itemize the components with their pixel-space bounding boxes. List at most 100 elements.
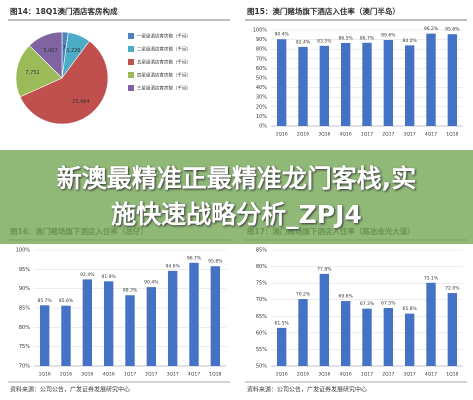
legend-label: 三星级酒店客房数（千间）: [137, 85, 191, 92]
x-tick-label: 4Q16: [103, 372, 115, 378]
value-label: 67.3%: [360, 301, 375, 307]
value-label: 85.7%: [38, 298, 53, 304]
y-tick-label: 55%: [256, 347, 267, 353]
source: 资料来源：公司公告，广发证券发展研究中心: [10, 386, 130, 394]
x-tick-label: 1Q16: [39, 372, 51, 378]
x-tick-label: 1Q16: [276, 132, 288, 138]
chart-title: 图15：澳门赌场旗下酒店入住率（澳门半岛）: [247, 6, 400, 16]
x-tick-label: 3Q17: [404, 372, 416, 378]
y-tick-label: 0%: [259, 124, 267, 130]
legend-swatch: [128, 46, 134, 52]
x-tick-label: 1Q17: [361, 372, 373, 378]
y-tick-label: 75%: [19, 344, 30, 350]
legend-swatch: [128, 59, 134, 65]
bar: [210, 266, 221, 366]
x-tick-label: 2Q17: [382, 132, 394, 138]
value-label: 83.5%: [317, 38, 332, 44]
x-tick-label: 1Q17: [124, 372, 136, 378]
slice-label: 5,067: [43, 48, 57, 54]
bar: [276, 39, 287, 126]
y-tick-label: 10%: [256, 114, 267, 120]
x-tick-label: 1Q17: [361, 132, 373, 138]
x-tick-label: 1Q18: [446, 372, 458, 378]
y-tick-label: 85%: [256, 248, 267, 254]
y-tick-label: 95%: [19, 267, 30, 273]
bar: [167, 270, 178, 366]
bar: [319, 45, 330, 127]
x-tick-label: 4Q16: [340, 372, 352, 378]
value-label: 90.4%: [275, 32, 290, 38]
x-tick-label: 2Q16: [297, 132, 309, 138]
y-tick-label: 70%: [19, 364, 30, 370]
bar: [404, 313, 415, 366]
bar: [340, 42, 351, 126]
y-tick-label: 70%: [256, 56, 267, 62]
value-label: 84.0%: [403, 38, 418, 44]
value-label: 72.0%: [445, 286, 460, 292]
y-tick-label: 65%: [256, 314, 267, 320]
value-label: 94.6%: [166, 263, 181, 269]
bar: [61, 305, 71, 366]
value-label: 95.8%: [208, 259, 223, 265]
value-label: 65.8%: [403, 306, 418, 312]
y-tick-label: 60%: [256, 330, 267, 336]
bar: [426, 33, 436, 127]
legend-label: 二星级酒店客房数（千间）: [137, 46, 191, 53]
value-label: 61.5%: [275, 320, 290, 326]
bar: [82, 279, 93, 366]
bar: [447, 293, 458, 366]
x-tick-label: 1Q18: [446, 132, 458, 138]
bar: [404, 45, 415, 126]
legend-swatch: [128, 72, 134, 78]
bar: [447, 34, 458, 126]
bar: [362, 308, 372, 366]
slice-label: 3,226: [66, 48, 80, 54]
y-tick-label: 75%: [256, 281, 267, 287]
y-tick-label: 50%: [256, 76, 267, 82]
bar: [340, 301, 351, 366]
y-tick-label: 40%: [256, 85, 267, 91]
bar: [189, 262, 199, 366]
y-tick-label: 100%: [253, 28, 268, 34]
value-label: 91.9%: [102, 274, 117, 280]
y-tick-label: 30%: [256, 95, 267, 101]
bar: [146, 287, 157, 366]
x-tick-label: 3Q16: [318, 132, 330, 138]
slice-label: 873: [59, 46, 69, 52]
x-tick-label: 2Q17: [145, 372, 157, 378]
bar: [298, 299, 308, 366]
pie-slice: [28, 31, 63, 79]
bar: [298, 46, 308, 127]
bar: [362, 42, 372, 126]
overlay-banner: 新澳最精准正最精准龙门客栈,实施快速战略分析_ZPJ4: [0, 150, 473, 244]
y-tick-label: 85%: [19, 306, 30, 312]
legend-label: 四星级酒店客房数（千间）: [137, 72, 191, 79]
x-tick-label: 2Q16: [297, 372, 309, 378]
legend-label: 五星级酒店客房数（千间）: [137, 59, 191, 66]
x-tick-label: 1Q18: [209, 372, 221, 378]
x-tick-label: 1Q16: [276, 372, 288, 378]
value-label: 82.4%: [296, 39, 311, 45]
value-label: 70.2%: [296, 292, 311, 298]
bar: [125, 295, 135, 366]
x-tick-label: 2Q16: [60, 372, 72, 378]
bar: [103, 281, 114, 366]
pie-slice: [19, 40, 109, 125]
value-label: 89.6%: [381, 32, 396, 38]
value-label: 95.6%: [445, 27, 460, 33]
value-label: 96.7%: [187, 255, 202, 261]
value-label: 90.4%: [144, 280, 159, 286]
y-tick-label: 80%: [256, 47, 267, 53]
x-tick-label: 3Q16: [81, 372, 93, 378]
bar: [426, 282, 436, 366]
legend-swatch: [128, 33, 134, 39]
value-label: 69.6%: [339, 294, 354, 300]
bar: [383, 308, 394, 366]
x-tick-label: 4Q17: [188, 372, 200, 378]
bar: [319, 273, 330, 366]
y-tick-label: 90%: [256, 37, 267, 43]
x-tick-label: 4Q17: [425, 132, 437, 138]
value-label: 86.5%: [339, 35, 354, 41]
